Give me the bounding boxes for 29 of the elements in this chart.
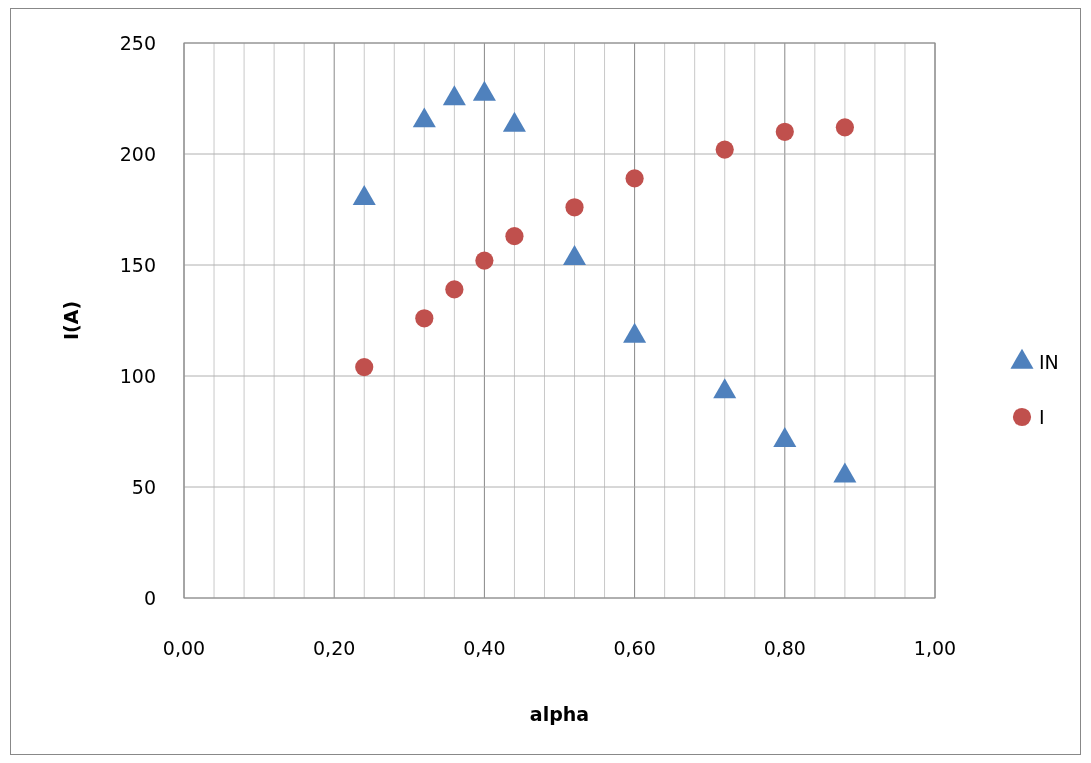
- x-tick-label: 0,60: [613, 637, 656, 659]
- y-axis-title: I(A): [60, 300, 82, 341]
- legend-label: I: [1039, 406, 1045, 428]
- x-axis-title: alpha: [529, 703, 590, 725]
- point: [625, 169, 644, 188]
- point: [775, 122, 794, 141]
- y-tick-label: 100: [119, 365, 156, 387]
- point: [833, 462, 857, 483]
- point: [713, 378, 737, 399]
- x-tick-label: 0,80: [763, 637, 806, 659]
- x-tick-label: 0,20: [313, 637, 356, 659]
- x-tick-label: 0,00: [162, 637, 206, 659]
- legend-label: IN: [1039, 351, 1059, 373]
- point: [415, 309, 434, 328]
- point: [475, 251, 494, 270]
- point: [715, 140, 734, 159]
- x-tick-label: 1,00: [913, 637, 957, 659]
- point: [505, 227, 524, 246]
- y-tick-label: 150: [119, 254, 156, 276]
- point: [623, 322, 647, 343]
- y-tick-label: 200: [119, 143, 156, 165]
- point: [835, 118, 854, 137]
- y-tick-label: 250: [119, 32, 156, 54]
- y-tick-label: 0: [143, 587, 156, 609]
- point: [565, 198, 584, 217]
- y-tick-label: 50: [131, 476, 156, 498]
- x-tick-label: 0,40: [463, 637, 506, 659]
- point: [773, 427, 797, 448]
- point: [445, 280, 464, 299]
